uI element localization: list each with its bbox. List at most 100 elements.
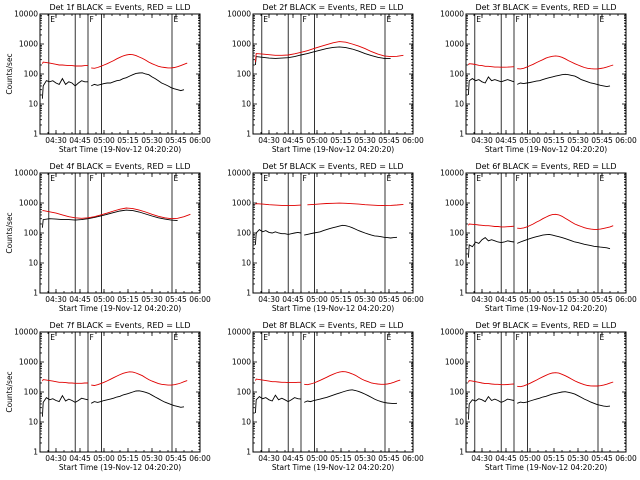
x-tick-label: 05:45 [165, 295, 187, 304]
chart-title: Det 7f BLACK = Events, RED = LLD [49, 321, 190, 330]
marker-label: F [90, 15, 94, 24]
events-series-line [254, 229, 302, 245]
y-tick-label: 1 [246, 289, 251, 298]
marker-label: F [303, 174, 307, 183]
marker-label: E [174, 15, 179, 24]
marker-label: E [600, 174, 605, 183]
y-tick-label: 10000 [227, 10, 251, 19]
lld-series-line [255, 378, 301, 384]
x-tick-label: 04:30 [258, 136, 280, 145]
chart-title: Det 4f BLACK = Events, RED = LLD [49, 162, 190, 171]
x-tick-label: 06:00 [189, 454, 211, 463]
y-axis-label: Counts/sec [5, 212, 14, 253]
plot-frame [252, 13, 414, 135]
lld-series-line [517, 55, 614, 70]
y-tick-label: 100 [450, 388, 465, 397]
x-tick-label: 05:00 [306, 454, 328, 463]
y-tick-label: 10000 [14, 10, 38, 19]
x-tick-label: 05:15 [543, 136, 565, 145]
lld-series-line [468, 63, 515, 68]
x-tick-label: 05:30 [141, 454, 163, 463]
y-tick-label: 10000 [440, 169, 464, 178]
events-series-line [304, 389, 398, 405]
x-tick-label: 05:15 [117, 295, 139, 304]
x-tick-label: 05:30 [354, 295, 376, 304]
y-tick-label: 100 [450, 70, 465, 79]
x-tick-label: 04:30 [258, 295, 280, 304]
detector-chart-3: Det 3f BLACK = Events, RED = LLD 1 10 100 10… [440, 3, 637, 154]
y-tick-label: 1000 [445, 358, 464, 367]
y-tick-label: 10 [454, 259, 464, 268]
detector-chart-7: Det 7f BLACK = Events, RED = LLD 1 10 100 10… [5, 321, 211, 472]
events-series-line [254, 394, 302, 414]
y-tick-label: 100 [24, 388, 39, 397]
marker-label: F [90, 174, 94, 183]
x-axis-label: Start Time (19-Nov-12 04:20:20) [272, 145, 394, 154]
plot-frame [465, 331, 627, 453]
events-series-line [41, 394, 89, 417]
y-tick-label: 1000 [445, 199, 464, 208]
marker-label: E [387, 15, 392, 24]
marker-label: E [50, 174, 55, 183]
y-tick-label: 1 [33, 130, 38, 139]
y-tick-label: 1000 [445, 40, 464, 49]
x-tick-label: 05:00 [519, 454, 541, 463]
x-tick-label: 05:45 [591, 454, 613, 463]
events-series-line [91, 72, 185, 92]
detector-chart-1: Det 1f BLACK = Events, RED = LLD 1 10 100 10… [5, 3, 211, 154]
y-tick-label: 1000 [19, 199, 38, 208]
events-series-line [467, 237, 515, 258]
events-series-line [517, 73, 611, 88]
x-tick-label: 04:45 [495, 454, 517, 463]
x-tick-label: 05:30 [567, 295, 589, 304]
marker-label: E [174, 174, 179, 183]
events-series-line [304, 224, 398, 239]
marker-label: E [476, 174, 481, 183]
events-series-line [467, 76, 515, 96]
lld-series-line [468, 223, 515, 228]
y-tick-label: 10 [454, 100, 464, 109]
x-tick-label: 05:15 [543, 454, 565, 463]
x-tick-label: 04:30 [471, 295, 493, 304]
y-tick-label: 10000 [440, 328, 464, 337]
x-tick-label: 04:45 [69, 295, 91, 304]
x-tick-label: 05:15 [117, 136, 139, 145]
y-tick-label: 10000 [227, 169, 251, 178]
chart-title: Det 1f BLACK = Events, RED = LLD [49, 3, 190, 12]
x-tick-label: 06:00 [402, 136, 424, 145]
y-tick-label: 100 [24, 70, 39, 79]
y-tick-label: 1000 [232, 40, 251, 49]
x-axis-label: Start Time (19-Nov-12 04:20:20) [59, 463, 181, 472]
lld-series-line [91, 53, 188, 69]
detector-chart-5: Det 5f BLACK = Events, RED = LLD 1 10 100 10… [227, 162, 424, 313]
y-tick-label: 100 [237, 229, 252, 238]
y-tick-label: 10 [28, 418, 38, 427]
x-tick-label: 05:00 [93, 295, 115, 304]
marker-label: F [516, 333, 520, 342]
x-tick-label: 05:15 [330, 136, 352, 145]
y-tick-label: 1000 [232, 358, 251, 367]
y-tick-label: 100 [24, 229, 39, 238]
events-series-line [467, 395, 515, 420]
x-tick-label: 04:45 [282, 454, 304, 463]
lld-series-line [42, 207, 191, 220]
x-tick-label: 05:15 [543, 295, 565, 304]
x-tick-label: 04:45 [69, 454, 91, 463]
marker-label: E [174, 333, 179, 342]
plot-frame [252, 331, 414, 453]
x-tick-label: 06:00 [402, 454, 424, 463]
marker-label: F [303, 15, 307, 24]
lld-series-line [307, 202, 404, 207]
plot-frame [465, 172, 627, 294]
plot-frame [252, 172, 414, 294]
y-tick-label: 10 [241, 418, 251, 427]
x-tick-label: 04:45 [282, 295, 304, 304]
x-tick-label: 05:30 [141, 295, 163, 304]
marker-label: E [50, 333, 55, 342]
x-tick-label: 05:45 [591, 136, 613, 145]
x-tick-label: 04:45 [69, 136, 91, 145]
marker-label: E [263, 15, 268, 24]
x-tick-label: 06:00 [402, 295, 424, 304]
x-tick-label: 05:45 [378, 136, 400, 145]
detector-chart-8: Det 8f BLACK = Events, RED = LLD 1 10 100 10… [227, 321, 424, 472]
